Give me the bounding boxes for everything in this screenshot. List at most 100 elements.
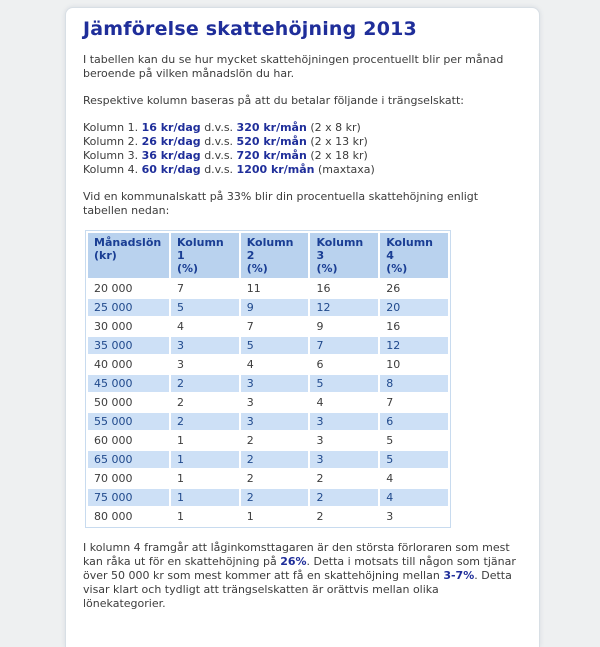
table-cell: 40 000 [88, 356, 169, 373]
tax-increase-table: Månadslön (kr) Kolumn 1 (%) Kolumn 2 (%)… [85, 230, 451, 528]
pre-table-paragraph: Vid en kommunalskatt på 33% blir din pro… [83, 190, 479, 217]
kolumn-line-3: Kolumn 3. 36 kr/dag d.v.s. 720 kr/mån (2… [83, 149, 519, 163]
table-cell: 2 [310, 489, 379, 506]
table-cell: 75 000 [88, 489, 169, 506]
table-cell: 16 [380, 318, 448, 335]
table-row: 30 000 4 7 9 16 [88, 318, 448, 335]
kolumn-monthly-rate: 1200 kr/mån [236, 163, 315, 176]
table-head: Månadslön (kr) Kolumn 1 (%) Kolumn 2 (%)… [88, 233, 448, 278]
column-header-kolumn-2: Kolumn 2 (%) [240, 233, 309, 278]
kolumn-connector: d.v.s. [204, 121, 234, 134]
column-header-kolumn-3: Kolumn 3 (%) [310, 233, 379, 278]
table-cell: 9 [240, 299, 309, 316]
table-cell: 5 [380, 432, 448, 449]
table-row: 55 000 2 3 3 6 [88, 413, 448, 430]
table-cell: 70 000 [88, 470, 169, 487]
kolumn-list: Kolumn 1. 16 kr/dag d.v.s. 320 kr/mån (2… [83, 121, 519, 177]
table-row: 35 000 3 5 7 12 [88, 337, 448, 354]
table-cell: 3 [310, 432, 379, 449]
table-row: 25 000 5 9 12 20 [88, 299, 448, 316]
table-cell: 3 [170, 337, 239, 354]
table-cell: 7 [170, 280, 239, 297]
table-row: 70 000 1 2 2 4 [88, 470, 448, 487]
table-cell: 11 [240, 280, 309, 297]
kolumn-connector: d.v.s. [204, 163, 234, 176]
kolumn-connector: d.v.s. [204, 149, 234, 162]
table-cell: 3 [310, 451, 379, 468]
kolumn-monthly-rate: 320 kr/mån [236, 121, 307, 134]
kolumn-monthly-rate: 720 kr/mån [236, 149, 307, 162]
table-cell: 4 [170, 318, 239, 335]
table-row: 75 000 1 2 2 4 [88, 489, 448, 506]
table-cell: 4 [380, 489, 448, 506]
table-cell: 5 [240, 337, 309, 354]
table-cell: 20 [380, 299, 448, 316]
page-background: { "colors": { "page_bg": "#eef0f1", "car… [65, 7, 540, 647]
max-increase-highlight: 26% [280, 555, 307, 568]
table-cell: 55 000 [88, 413, 169, 430]
kolumn-connector: d.v.s. [204, 135, 234, 148]
table-cell: 60 000 [88, 432, 169, 449]
table-cell: 2 [240, 470, 309, 487]
table-cell: 1 [240, 508, 309, 525]
conclusion-text: . Detta i motsats till någon som tjänar … [83, 555, 516, 582]
conclusion-paragraph: I kolumn 4 framgår att låginkomsttagaren… [83, 541, 519, 611]
table-cell: 1 [170, 508, 239, 525]
table-cell: 1 [170, 451, 239, 468]
column-header-salary: Månadslön (kr) [88, 233, 169, 278]
kolumn-note: (2 x 13 kr) [310, 135, 368, 148]
range-increase-highlight: 3-7% [443, 569, 475, 582]
table-cell: 26 [380, 280, 448, 297]
table-cell: 2 [240, 432, 309, 449]
table-cell: 3 [170, 356, 239, 373]
kolumn-line-2: Kolumn 2. 26 kr/dag d.v.s. 520 kr/mån (2… [83, 135, 519, 149]
kolumn-daily-rate: 16 kr/dag [141, 121, 201, 134]
table-cell: 2 [170, 413, 239, 430]
table-cell: 12 [380, 337, 448, 354]
table-cell: 12 [310, 299, 379, 316]
table-cell: 2 [170, 394, 239, 411]
kolumn-label: Kolumn 3. [83, 149, 139, 162]
table-row: 40 000 3 4 6 10 [88, 356, 448, 373]
kolumn-note: (2 x 18 kr) [310, 149, 368, 162]
kolumn-note: (2 x 8 kr) [310, 121, 361, 134]
table-cell: 3 [240, 375, 309, 392]
table-cell: 2 [310, 508, 379, 525]
kolumn-label: Kolumn 2. [83, 135, 139, 148]
table-cell: 5 [310, 375, 379, 392]
table-cell: 4 [380, 470, 448, 487]
table-row: 45 000 2 3 5 8 [88, 375, 448, 392]
table-cell: 2 [170, 375, 239, 392]
table-cell: 5 [380, 451, 448, 468]
table-cell: 2 [310, 470, 379, 487]
kolumn-monthly-rate: 520 kr/mån [236, 135, 307, 148]
tax-table-body: 20 000 7 11 16 26 25 000 5 9 12 20 30 000 4 7 9 16 35 0… [88, 280, 448, 525]
table-cell: 3 [240, 394, 309, 411]
table-cell: 8 [380, 375, 448, 392]
table-cell: 1 [170, 470, 239, 487]
column-header-kolumn-4: Kolumn 4 (%) [380, 233, 448, 278]
kolumn-daily-rate: 26 kr/dag [141, 135, 201, 148]
kolumn-label: Kolumn 1. [83, 121, 139, 134]
table-cell: 45 000 [88, 375, 169, 392]
kolumn-label: Kolumn 4. [83, 163, 139, 176]
table-cell: 65 000 [88, 451, 169, 468]
table-cell: 1 [170, 489, 239, 506]
table-row: 20 000 7 11 16 26 [88, 280, 448, 297]
table-cell: 9 [310, 318, 379, 335]
kolumn-line-4: Kolumn 4. 60 kr/dag d.v.s. 1200 kr/mån (… [83, 163, 519, 177]
table-cell: 3 [380, 508, 448, 525]
table-cell: 50 000 [88, 394, 169, 411]
table-cell: 3 [310, 413, 379, 430]
kolumn-daily-rate: 60 kr/dag [141, 163, 201, 176]
table-cell: 3 [240, 413, 309, 430]
page-title: Jämförelse skattehöjning 2013 [83, 18, 417, 40]
conclusion-text: I kolumn 4 framgår att låginkomsttagaren… [83, 541, 510, 568]
table-cell: 10 [380, 356, 448, 373]
table-cell: 30 000 [88, 318, 169, 335]
table-cell: 25 000 [88, 299, 169, 316]
table-cell: 7 [240, 318, 309, 335]
table-cell: 35 000 [88, 337, 169, 354]
table-cell: 6 [380, 413, 448, 430]
table-cell: 7 [310, 337, 379, 354]
